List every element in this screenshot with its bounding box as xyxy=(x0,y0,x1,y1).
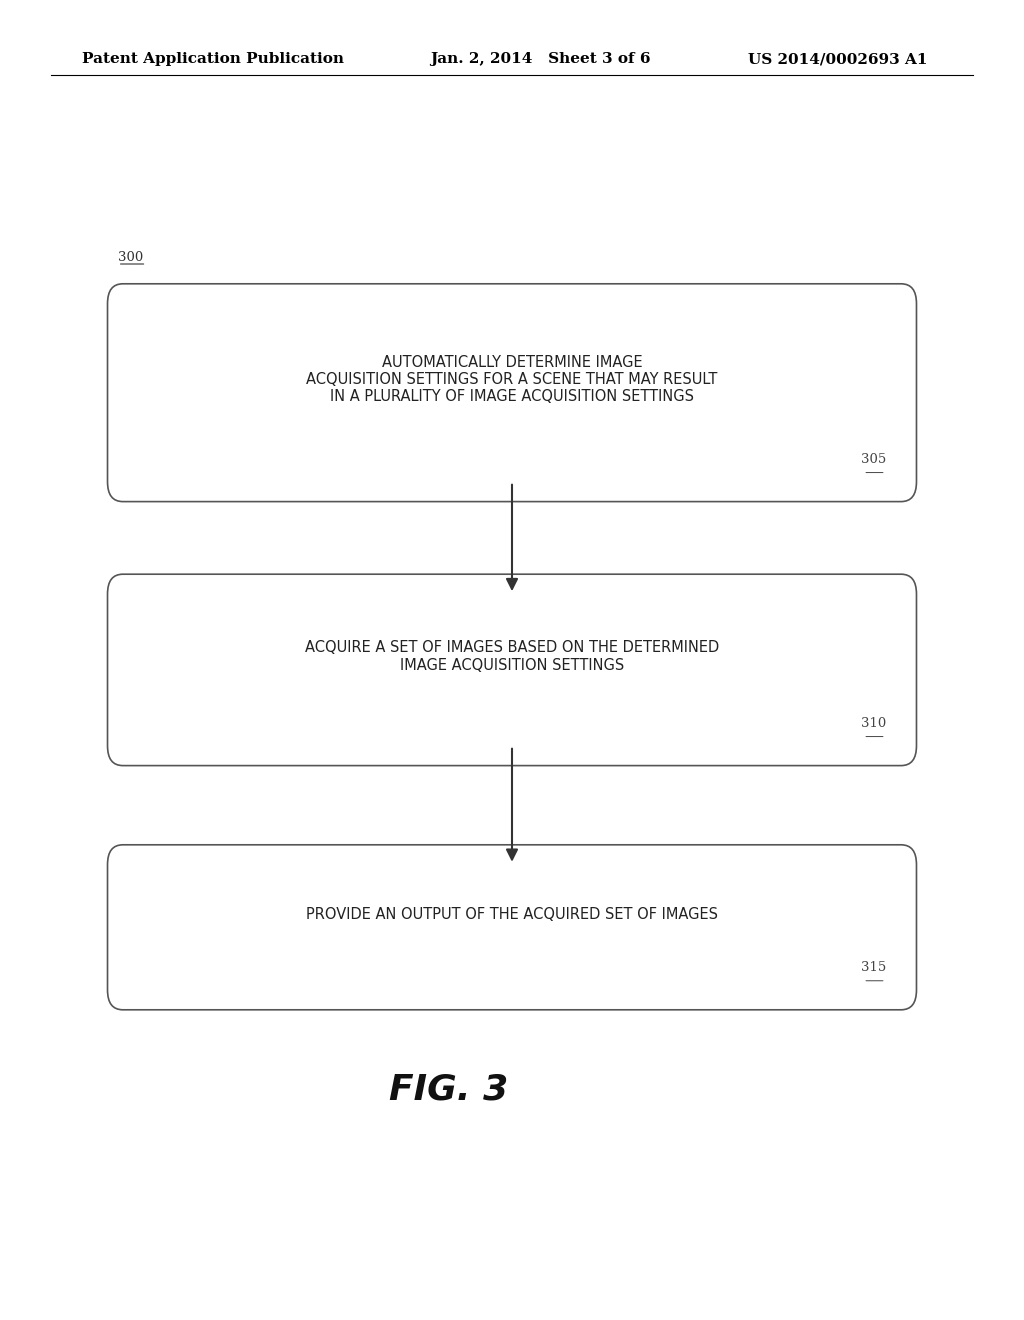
Text: US 2014/0002693 A1: US 2014/0002693 A1 xyxy=(748,53,927,66)
Text: 300: 300 xyxy=(118,251,143,264)
Text: AUTOMATICALLY DETERMINE IMAGE
ACQUISITION SETTINGS FOR A SCENE THAT MAY RESULT
I: AUTOMATICALLY DETERMINE IMAGE ACQUISITIO… xyxy=(306,355,718,404)
Text: FIG. 3: FIG. 3 xyxy=(389,1072,508,1106)
FancyBboxPatch shape xyxy=(108,574,916,766)
Text: PROVIDE AN OUTPUT OF THE ACQUIRED SET OF IMAGES: PROVIDE AN OUTPUT OF THE ACQUIRED SET OF… xyxy=(306,907,718,921)
Text: 310: 310 xyxy=(860,717,886,730)
Text: 305: 305 xyxy=(860,453,886,466)
Text: 315: 315 xyxy=(860,961,886,974)
Text: Jan. 2, 2014   Sheet 3 of 6: Jan. 2, 2014 Sheet 3 of 6 xyxy=(430,53,650,66)
FancyBboxPatch shape xyxy=(108,284,916,502)
Text: ACQUIRE A SET OF IMAGES BASED ON THE DETERMINED
IMAGE ACQUISITION SETTINGS: ACQUIRE A SET OF IMAGES BASED ON THE DET… xyxy=(305,640,719,673)
Text: Patent Application Publication: Patent Application Publication xyxy=(82,53,344,66)
FancyBboxPatch shape xyxy=(108,845,916,1010)
